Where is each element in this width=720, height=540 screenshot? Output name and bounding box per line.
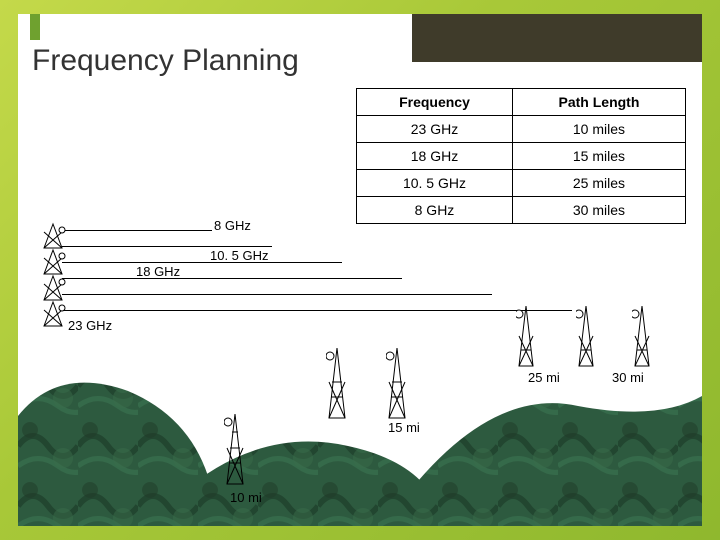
tower-25mi: [516, 302, 542, 368]
table-row: 23 GHz10 miles: [357, 116, 686, 143]
distance-15mi: 15 mi: [388, 420, 420, 435]
beam-line: [62, 278, 402, 279]
tower-15mi-a: [326, 342, 352, 420]
col-pathlength: Path Length: [512, 89, 685, 116]
distance-30mi: 30 mi: [612, 370, 644, 385]
distance-25mi: 25 mi: [528, 370, 560, 385]
accent-tab: [30, 14, 40, 40]
beam-label-105ghz: 10. 5 GHz: [210, 248, 269, 263]
beam-line: [62, 246, 272, 247]
slide-title: Frequency Planning: [32, 44, 299, 78]
beam-line: [62, 294, 492, 295]
corner-decoration: [412, 14, 702, 62]
table-header-row: Frequency Path Length: [357, 89, 686, 116]
distance-10mi: 10 mi: [230, 490, 262, 505]
frequency-table: Frequency Path Length 23 GHz10 miles 18 …: [356, 88, 686, 224]
table-row: 18 GHz15 miles: [357, 143, 686, 170]
tower-30mi-a: [576, 302, 602, 368]
tower-10mi: [224, 408, 250, 486]
table-row: 10. 5 GHz25 miles: [357, 170, 686, 197]
col-frequency: Frequency: [357, 89, 513, 116]
beam-line: [62, 230, 212, 231]
beam-line: [62, 262, 342, 263]
tower-30mi-b: [632, 302, 658, 368]
tower-15mi-b: [386, 342, 412, 420]
tower-source-stack: [40, 222, 66, 334]
table-row: 8 GHz30 miles: [357, 197, 686, 224]
beam-label-8ghz: 8 GHz: [214, 218, 251, 233]
beam-label-18ghz: 18 GHz: [136, 264, 180, 279]
